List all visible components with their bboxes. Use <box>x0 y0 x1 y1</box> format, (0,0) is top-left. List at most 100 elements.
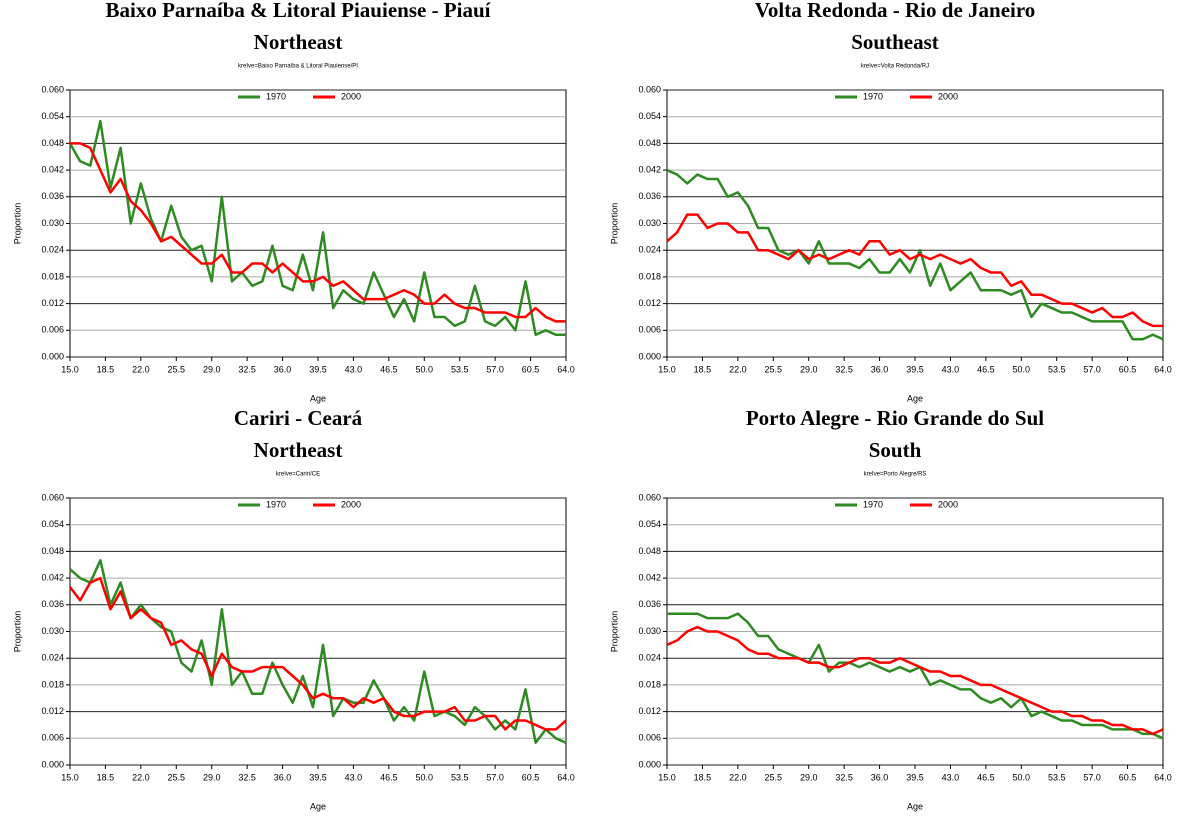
x-tick-label: 64.0 <box>557 772 575 782</box>
x-tick-label: 18.5 <box>694 364 712 374</box>
y-tick-label: 0.006 <box>41 733 64 743</box>
x-tick-label: 22.0 <box>729 364 747 374</box>
x-tick-label: 29.0 <box>800 364 818 374</box>
y-tick-label: 0.060 <box>41 84 64 94</box>
x-tick-label: 57.0 <box>486 364 504 374</box>
x-tick-label: 25.5 <box>168 364 186 374</box>
x-tick-label: 64.0 <box>1154 772 1172 782</box>
x-tick-label: 32.5 <box>835 364 853 374</box>
legend-label: 1970 <box>266 499 286 509</box>
chart-title: Volta Redonda - Rio de Janeiro <box>755 0 1036 22</box>
x-tick-label: 36.0 <box>274 772 292 782</box>
x-tick-label: 18.5 <box>97 772 115 782</box>
y-tick-label: 0.000 <box>41 759 64 769</box>
y-axis-label: Proportion <box>609 611 619 653</box>
x-tick-label: 15.0 <box>61 772 79 782</box>
x-tick-label: 50.0 <box>1013 364 1031 374</box>
y-tick-label: 0.036 <box>41 599 64 609</box>
chart-title: Porto Alegre - Rio Grande do Sul <box>746 406 1044 430</box>
y-tick-label: 0.036 <box>638 191 661 201</box>
y-tick-label: 0.054 <box>41 111 64 121</box>
y-tick-label: 0.036 <box>41 191 64 201</box>
y-tick-label: 0.018 <box>41 271 64 281</box>
x-tick-label: 15.0 <box>658 772 676 782</box>
legend-label: 2000 <box>341 91 361 101</box>
y-tick-label: 0.030 <box>638 626 661 636</box>
y-tick-label: 0.042 <box>41 572 64 582</box>
x-tick-label: 50.0 <box>416 364 434 374</box>
x-tick-label: 50.0 <box>416 772 434 782</box>
chart-subtitle: South <box>869 438 922 462</box>
chart-subtitle: Northeast <box>254 30 343 54</box>
y-tick-label: 0.024 <box>638 653 661 663</box>
x-tick-label: 60.5 <box>1119 772 1137 782</box>
x-tick-label: 39.5 <box>906 772 924 782</box>
x-axis-label: Age <box>310 393 326 403</box>
y-tick-label: 0.048 <box>638 546 661 556</box>
series-line <box>666 625 1164 736</box>
x-tick-label: 29.0 <box>203 364 221 374</box>
x-tick-label: 25.5 <box>168 772 186 782</box>
x-tick-label: 60.5 <box>1119 364 1137 374</box>
x-tick-label: 46.5 <box>380 772 398 782</box>
x-tick-label: 22.0 <box>132 364 150 374</box>
x-tick-label: 53.5 <box>451 364 469 374</box>
x-tick-label: 18.5 <box>97 364 115 374</box>
annotation: kreIve=Baixo Parnaíba & Litoral Piauiens… <box>238 64 358 70</box>
y-tick-label: 0.042 <box>638 164 661 174</box>
series-line <box>667 612 1164 740</box>
x-tick-label: 32.5 <box>835 772 853 782</box>
annotation: kreIve=Volta Redonda/RJ <box>861 64 929 70</box>
x-tick-label: 64.0 <box>1154 364 1172 374</box>
x-tick-label: 50.0 <box>1013 772 1031 782</box>
x-tick-label: 22.0 <box>132 772 150 782</box>
series-line <box>69 576 567 731</box>
y-tick-label: 0.018 <box>41 679 64 689</box>
y-tick-label: 0.054 <box>638 111 661 121</box>
y-tick-label: 0.048 <box>638 138 661 148</box>
x-tick-label: 36.0 <box>871 772 889 782</box>
y-tick-label: 0.012 <box>41 298 64 308</box>
series-line <box>666 168 1164 341</box>
legend-label: 1970 <box>863 499 883 509</box>
x-tick-label: 46.5 <box>977 364 995 374</box>
y-tick-label: 0.000 <box>638 351 661 361</box>
panel: Porto Alegre - Rio Grande do Sul South kre… <box>609 406 1171 812</box>
y-tick-label: 0.006 <box>638 733 661 743</box>
chart-subtitle: Northeast <box>254 438 343 462</box>
y-tick-label: 0.024 <box>41 245 64 255</box>
y-tick-label: 0.000 <box>638 759 661 769</box>
y-tick-label: 0.030 <box>638 218 661 228</box>
x-tick-label: 53.5 <box>451 772 469 782</box>
legend-label: 1970 <box>863 91 883 101</box>
x-tick-label: 39.5 <box>309 364 327 374</box>
x-tick-label: 36.0 <box>274 364 292 374</box>
x-tick-label: 57.0 <box>1083 364 1101 374</box>
x-tick-label: 32.5 <box>238 364 256 374</box>
y-axis-label: Proportion <box>12 203 22 245</box>
panel: Volta Redonda - Rio de Janeiro Southeast k… <box>609 0 1171 403</box>
y-tick-label: 0.024 <box>638 245 661 255</box>
legend-label: 2000 <box>938 91 958 101</box>
x-tick-label: 22.0 <box>729 772 747 782</box>
chart-title: Baixo Parnaíba & Litoral Piauiense - Pia… <box>105 0 491 22</box>
y-tick-label: 0.060 <box>41 492 64 502</box>
y-tick-label: 0.000 <box>41 351 64 361</box>
x-tick-label: 36.0 <box>871 364 889 374</box>
y-tick-label: 0.006 <box>41 325 64 335</box>
annotation: kreIve=Cariri/CE <box>276 472 320 478</box>
y-tick-label: 0.054 <box>638 519 661 529</box>
series-line <box>666 213 1163 328</box>
x-tick-label: 32.5 <box>238 772 256 782</box>
y-axis-label: Proportion <box>12 611 22 653</box>
series-line <box>68 119 566 336</box>
x-axis-label: Age <box>907 393 923 403</box>
y-tick-label: 0.048 <box>41 546 64 556</box>
y-tick-label: 0.054 <box>41 519 64 529</box>
y-tick-label: 0.042 <box>638 572 661 582</box>
x-tick-label: 39.5 <box>309 772 327 782</box>
x-tick-label: 60.5 <box>522 772 540 782</box>
x-tick-label: 64.0 <box>557 364 575 374</box>
x-tick-label: 43.0 <box>942 364 960 374</box>
